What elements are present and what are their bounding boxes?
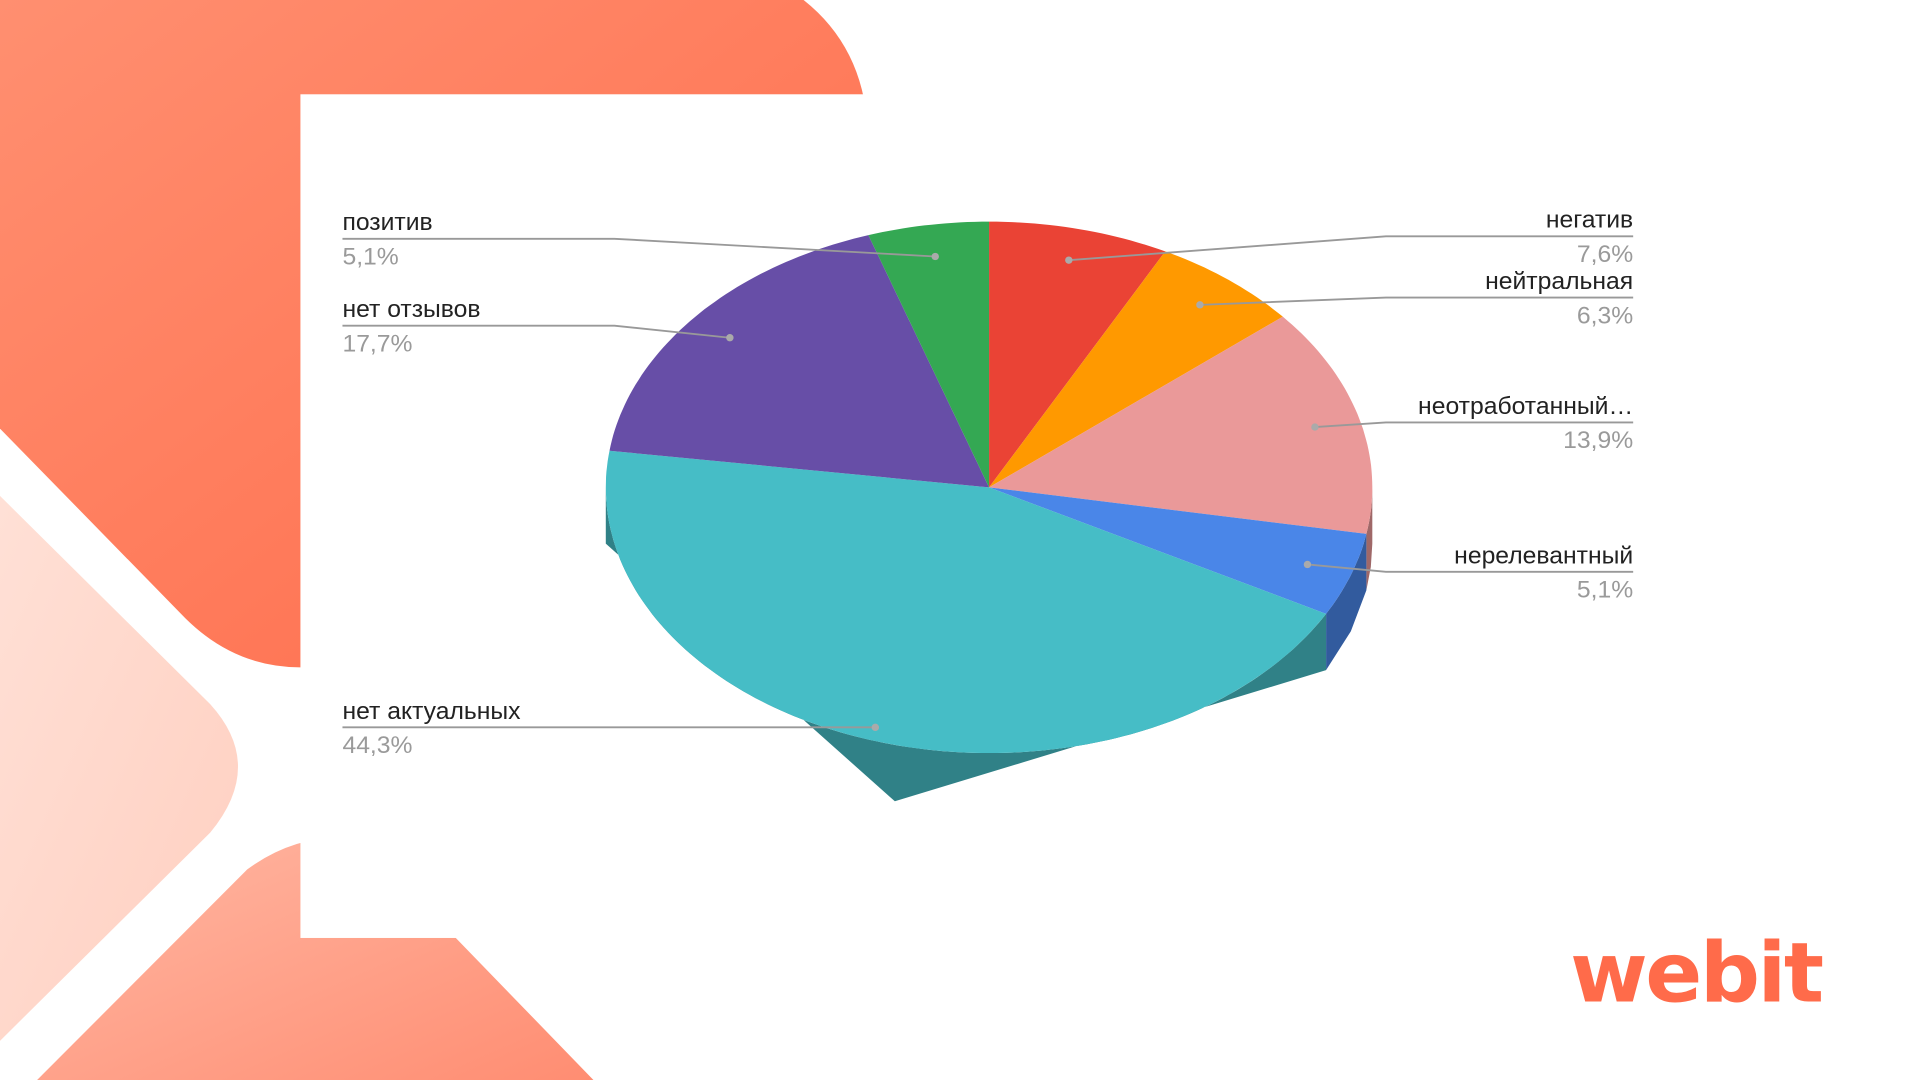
pie-chart — [605, 221, 1373, 802]
pie-slice[interactable] — [989, 221, 1166, 488]
slice-label: позитив — [342, 209, 432, 236]
leader-dot — [871, 723, 880, 732]
pie-slice[interactable] — [989, 251, 1283, 488]
leader-line — [342, 324, 730, 339]
leader-dot — [726, 334, 734, 342]
pie-labels: негатив 7,6%нейтральная 6,3% неотработанный… — [342, 207, 1633, 759]
slice-label: неотработанный… — [1418, 393, 1633, 420]
slice-value-label: 5,1% — [1577, 577, 1633, 604]
leader-line — [1068, 235, 1634, 262]
pie-slice[interactable] — [989, 316, 1373, 534]
pie-slice[interactable] — [989, 487, 1367, 614]
leader-line — [342, 237, 936, 258]
pink-shape-left — [0, 495, 238, 1041]
slice-label: негатив — [1546, 207, 1633, 234]
leader-line — [1314, 421, 1634, 428]
salmon-shape-bottom — [37, 836, 594, 1080]
pie-slice[interactable] — [605, 450, 1327, 754]
leader-dot — [1303, 560, 1312, 569]
slice-label: нерелевантный — [1454, 542, 1633, 569]
slice-label: нет отзывов — [342, 296, 480, 323]
slice-value-label: 5,1% — [342, 244, 398, 271]
slice-label: нейтральная — [1485, 268, 1633, 295]
slice-value-label: 13,9% — [1563, 427, 1633, 454]
pie-slice-side — [1326, 533, 1367, 671]
pie-slice[interactable] — [609, 235, 990, 488]
leader-line — [1307, 563, 1634, 573]
slice-value-label: 6,3% — [1577, 302, 1633, 329]
leader-dot — [1196, 301, 1204, 309]
slice-value-label: 17,7% — [342, 331, 412, 358]
webit-logo: webit — [1570, 924, 1823, 1022]
slice-value-label: 44,3% — [342, 732, 412, 759]
pie-slice[interactable] — [868, 221, 990, 488]
leader-dot — [1065, 256, 1073, 264]
leader-dot — [931, 252, 939, 261]
slice-label: нет актуальных — [342, 698, 521, 725]
pie-slice-side — [1366, 487, 1373, 591]
leader-dot — [1311, 423, 1319, 431]
leader-line — [1199, 296, 1634, 306]
slice-value-label: 7,6% — [1577, 241, 1633, 268]
